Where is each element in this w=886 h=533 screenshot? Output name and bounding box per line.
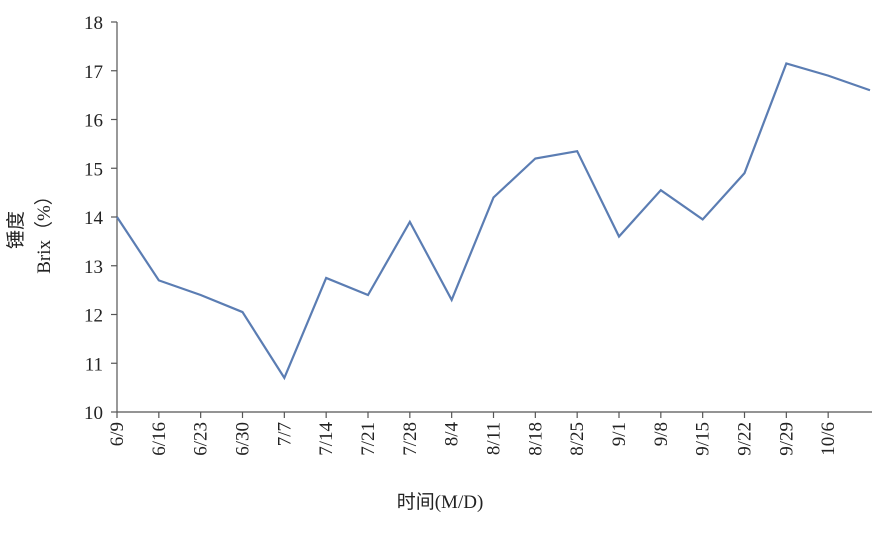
y-tick-label: 10 (84, 403, 103, 424)
x-tick-label: 8/4 (442, 422, 463, 447)
y-tick-label: 17 (84, 62, 103, 83)
line (116, 62, 871, 381)
x-axis-label: 时间(M/D) (397, 491, 484, 513)
x-tick-label: 8/25 (567, 422, 588, 456)
x-tick-label: 7/7 (274, 422, 295, 446)
y-tick-label: 11 (85, 354, 103, 375)
x-tick-label: 9/8 (651, 422, 672, 446)
y-axis-label: 锤度 (5, 211, 27, 249)
x-tick-label: 9/29 (776, 422, 797, 456)
x-tick-label: 9/15 (693, 422, 714, 456)
y-tick-label: 13 (84, 257, 103, 278)
y-axis-label: Brix（%） (33, 186, 55, 274)
x-tick-label: 6/9 (107, 422, 128, 446)
y-tick-label: 12 (84, 306, 103, 327)
x-tick-label: 10/6 (818, 422, 839, 456)
y-tick-label: 15 (84, 159, 103, 180)
x-tick-label: 7/14 (316, 422, 337, 456)
x-tick-label: 6/23 (191, 422, 212, 456)
x-tick-label: 8/18 (525, 422, 546, 456)
x-tick-label: 7/28 (400, 422, 421, 456)
y-tick-label: 18 (84, 13, 103, 34)
y-tick-label: 14 (84, 208, 104, 229)
x-tick-label: 6/16 (149, 422, 170, 456)
y-tick-label: 16 (84, 111, 103, 132)
x-tick-label: 9/22 (735, 422, 756, 456)
x-tick-label: 6/30 (233, 422, 254, 456)
x-tick-label: 8/11 (484, 422, 505, 455)
x-tick-label: 9/1 (609, 422, 630, 446)
x-tick-label: 7/21 (358, 422, 379, 456)
